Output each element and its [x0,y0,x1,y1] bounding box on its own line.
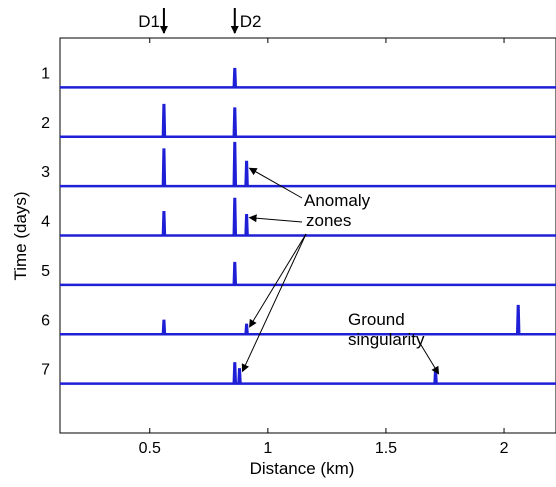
markers-group: D1 D2 [138,8,262,34]
peak-day-4-0 [161,211,167,236]
x-tick-label: 0.5 [139,440,161,457]
annotation-anomaly-arrow-1 [248,214,303,223]
peak-day-7-0 [232,362,238,384]
annotation-anomaly-arrow-0 [248,167,303,199]
y-tick-label: 3 [41,164,50,181]
y-tick-label: 4 [41,214,50,231]
peak-day-7-2 [433,369,438,384]
peak-day-3-0 [161,148,167,187]
peak-day-3-1 [232,141,238,187]
y-ticks-group: 1 2 3 4 5 6 7 [41,65,50,378]
x-tick-label: 1.5 [375,440,397,457]
annotation-anomaly-line-0: Anomaly [304,191,371,210]
traces-group [60,67,556,385]
peak-day-6-2 [515,304,521,335]
x-tick-label: 2 [500,440,509,457]
annotation-anomaly-arrow-2 [249,233,307,328]
peak-day-7-1 [237,368,242,384]
peak-day-4-2 [244,214,249,236]
peak-day-5-0 [232,261,238,285]
x-axis-label: Distance (km) [250,459,355,478]
marker-label-D1: D1 [138,12,160,31]
annotation-anomaly-arrow-3 [241,233,307,373]
y-tick-label: 6 [41,312,50,329]
annotation-ground-arrow-0 [417,339,440,375]
annotation-ground-line-0: Ground [348,310,405,329]
peak-day-6-1 [244,323,249,335]
y-tick-label: 7 [41,362,50,379]
peak-day-2-0 [161,103,167,137]
y-tick-label: 2 [41,115,50,132]
marker-label-D2: D2 [240,12,262,31]
peak-day-3-2 [244,160,249,187]
x-tick-label: 1 [263,440,272,457]
y-axis-label: Time (days) [11,191,30,280]
x-ticks-group: 0.5 1 1.5 2 [139,38,509,457]
peak-day-4-1 [232,197,238,236]
peak-day-1-0 [232,67,238,88]
peak-day-6-0 [161,319,167,335]
peak-day-2-1 [232,107,238,137]
annotation-ground-line-1: singularity [348,330,425,349]
y-tick-label: 1 [41,65,50,82]
y-tick-label: 5 [41,263,50,280]
annotation-anomaly-line-1: zones [306,211,351,230]
